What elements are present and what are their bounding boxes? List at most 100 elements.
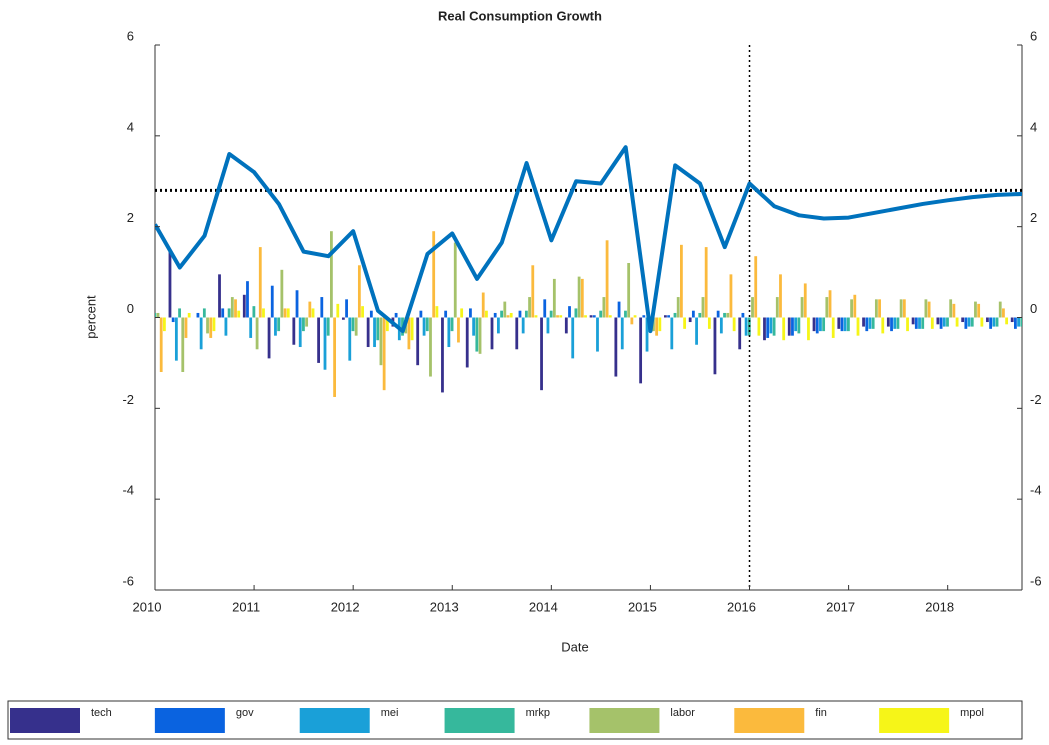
legend-label: labor	[670, 707, 695, 719]
bar	[797, 317, 801, 334]
bar	[719, 317, 723, 334]
bar	[924, 299, 928, 318]
bar	[673, 312, 677, 318]
bar	[218, 274, 221, 318]
bar	[509, 312, 513, 318]
bar	[317, 317, 320, 363]
bar	[181, 317, 185, 372]
bar	[766, 317, 770, 338]
bar	[680, 244, 683, 318]
bar	[695, 317, 698, 345]
bar	[658, 317, 662, 332]
bar	[794, 317, 798, 332]
bar	[670, 317, 674, 350]
bar	[242, 294, 246, 318]
bar	[330, 231, 333, 318]
bar	[163, 317, 166, 332]
bar	[986, 317, 989, 323]
bar	[369, 310, 373, 318]
legend-label: tech	[91, 707, 112, 719]
bar	[267, 317, 271, 359]
bar	[589, 315, 593, 318]
bar	[320, 297, 324, 318]
bar	[729, 274, 733, 318]
y2-tick-label: 2	[1030, 210, 1037, 225]
bar	[639, 317, 643, 384]
bar	[698, 312, 702, 318]
y2-tick-label: -6	[1030, 573, 1042, 588]
bar	[1020, 317, 1022, 327]
bar	[385, 317, 389, 332]
bar	[902, 299, 906, 318]
y-tick-label: -2	[122, 392, 134, 407]
bar	[1014, 317, 1017, 329]
y-axis-label: percent	[83, 295, 98, 339]
bar	[262, 308, 265, 318]
bar	[713, 317, 717, 375]
bar	[961, 317, 965, 323]
legend-label: fin	[815, 707, 827, 719]
bar	[478, 317, 482, 354]
bar	[419, 310, 423, 318]
bar	[1002, 308, 1005, 318]
x-tick-label: 2014	[529, 599, 558, 614]
bar	[584, 315, 587, 318]
legend-swatch	[10, 708, 80, 733]
bar	[552, 278, 556, 318]
bar	[757, 317, 761, 336]
bar	[633, 315, 637, 318]
bar	[822, 317, 826, 332]
bar	[899, 299, 903, 318]
bar	[472, 317, 476, 336]
bar	[942, 317, 946, 327]
bar	[556, 315, 559, 318]
x-axis-label: Date	[561, 639, 588, 654]
bar	[949, 299, 953, 318]
bar	[707, 317, 711, 329]
bar	[779, 274, 782, 318]
bar	[286, 308, 290, 318]
bar	[936, 317, 940, 325]
bar	[800, 297, 804, 318]
bar	[741, 312, 745, 318]
bar	[187, 312, 191, 318]
bar	[620, 317, 624, 350]
bar	[1030, 318, 1033, 323]
bar	[453, 242, 457, 318]
bar	[429, 317, 432, 377]
bar	[326, 317, 330, 336]
bar	[580, 278, 584, 318]
bar	[856, 317, 860, 336]
bar	[688, 317, 692, 323]
bar	[850, 299, 853, 318]
legend-swatch	[734, 708, 805, 733]
bar	[995, 317, 999, 327]
bar	[376, 317, 380, 341]
legend-swatch	[444, 708, 515, 733]
bar	[967, 317, 971, 327]
bar	[868, 317, 872, 329]
bar	[481, 292, 485, 318]
bar	[683, 317, 686, 329]
bar	[460, 308, 464, 318]
bar	[726, 312, 730, 318]
bar	[732, 317, 736, 332]
bar	[366, 317, 370, 348]
bar	[630, 317, 634, 325]
bar	[886, 317, 890, 327]
bar	[503, 301, 507, 318]
bar	[407, 317, 411, 350]
bar	[955, 317, 959, 327]
x-tick-label: 2012	[331, 599, 360, 614]
bar	[617, 301, 621, 318]
x-tick-label: 2015	[628, 599, 657, 614]
bar	[357, 265, 361, 318]
bar	[345, 299, 348, 318]
bar	[234, 299, 237, 318]
plot-area	[155, 45, 1033, 590]
bar	[270, 285, 274, 318]
bar	[602, 297, 606, 318]
bar	[199, 317, 203, 350]
bar	[791, 317, 794, 336]
bar	[351, 317, 355, 332]
